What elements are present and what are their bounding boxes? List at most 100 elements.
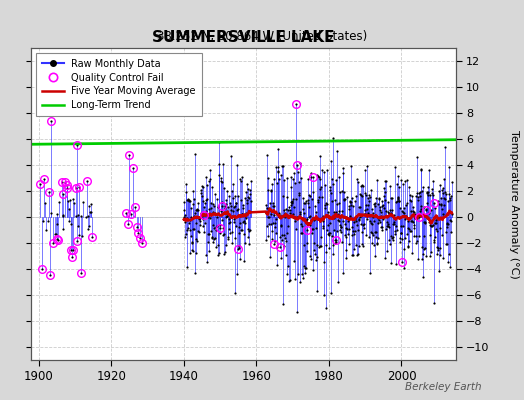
- Point: [309, 226, 317, 232]
- Point: [184, 224, 192, 231]
- Point: [291, 180, 299, 187]
- Point: [373, 177, 381, 183]
- Point: [331, 197, 340, 203]
- Point: [366, 194, 374, 200]
- Point: [375, 195, 384, 201]
- Point: [285, 204, 293, 210]
- Point: [196, 187, 205, 194]
- Point: [386, 183, 394, 189]
- Point: [336, 222, 344, 228]
- Point: [182, 181, 190, 188]
- Point: [414, 194, 422, 200]
- Point: [301, 217, 310, 223]
- Point: [278, 163, 286, 169]
- Point: [311, 251, 320, 258]
- Point: [333, 201, 342, 208]
- Point: [356, 214, 364, 220]
- Point: [433, 251, 442, 258]
- Point: [231, 290, 239, 296]
- Point: [346, 199, 355, 206]
- Point: [435, 200, 443, 207]
- Point: [274, 168, 282, 175]
- Point: [405, 184, 413, 190]
- Point: [225, 226, 234, 233]
- Point: [401, 216, 409, 222]
- Point: [289, 210, 298, 217]
- Point: [310, 246, 319, 253]
- Point: [381, 226, 390, 232]
- Point: [327, 190, 335, 196]
- Point: [378, 227, 387, 233]
- Point: [406, 197, 414, 204]
- Point: [319, 213, 328, 220]
- Point: [412, 232, 420, 239]
- Point: [279, 300, 288, 307]
- Point: [201, 200, 209, 206]
- Point: [321, 205, 329, 211]
- Point: [397, 223, 406, 230]
- Point: [223, 213, 231, 220]
- Point: [310, 217, 318, 224]
- Point: [364, 194, 372, 201]
- Point: [211, 235, 219, 241]
- Point: [336, 224, 345, 230]
- Point: [87, 208, 95, 215]
- Point: [270, 176, 278, 182]
- Point: [416, 192, 424, 199]
- Point: [390, 216, 399, 222]
- Point: [67, 221, 75, 228]
- Point: [303, 227, 312, 233]
- Point: [313, 172, 322, 178]
- Point: [422, 200, 431, 206]
- Point: [65, 206, 73, 212]
- Point: [356, 182, 365, 189]
- Point: [374, 220, 383, 227]
- Point: [206, 176, 214, 182]
- Point: [435, 245, 444, 252]
- Point: [222, 241, 231, 248]
- Point: [335, 174, 343, 180]
- Point: [293, 214, 301, 220]
- Point: [68, 254, 76, 260]
- Point: [291, 226, 300, 232]
- Point: [330, 209, 338, 215]
- Point: [416, 166, 424, 173]
- Point: [189, 226, 197, 232]
- Point: [246, 191, 254, 197]
- Point: [396, 204, 404, 211]
- Point: [190, 196, 198, 202]
- Point: [208, 234, 216, 241]
- Point: [434, 187, 443, 194]
- Point: [207, 200, 215, 206]
- Point: [412, 239, 420, 246]
- Point: [398, 258, 407, 265]
- Point: [63, 182, 72, 188]
- Point: [309, 174, 318, 180]
- Point: [394, 196, 402, 203]
- Point: [353, 176, 362, 182]
- Point: [133, 224, 141, 230]
- Point: [299, 194, 308, 201]
- Point: [419, 251, 427, 257]
- Point: [129, 164, 137, 171]
- Point: [439, 255, 447, 262]
- Point: [246, 187, 254, 193]
- Point: [375, 217, 383, 223]
- Point: [353, 178, 362, 185]
- Point: [384, 209, 392, 215]
- Point: [235, 244, 243, 251]
- Point: [279, 193, 287, 200]
- Point: [238, 211, 246, 217]
- Point: [86, 209, 94, 216]
- Point: [288, 200, 296, 206]
- Point: [305, 214, 313, 220]
- Point: [407, 228, 416, 234]
- Point: [197, 210, 205, 216]
- Point: [190, 213, 199, 219]
- Point: [221, 202, 229, 209]
- Point: [365, 234, 373, 241]
- Point: [421, 220, 430, 227]
- Point: [353, 252, 361, 258]
- Point: [244, 186, 253, 192]
- Point: [228, 213, 237, 220]
